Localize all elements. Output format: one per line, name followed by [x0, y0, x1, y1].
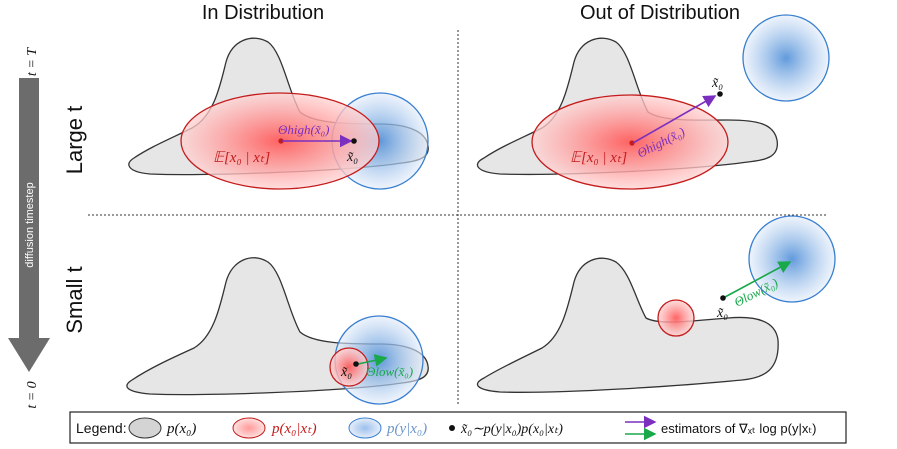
theta-low-arrow [724, 261, 792, 298]
theta-high-label: Θhigh(x̃₀) [278, 122, 329, 137]
posterior-circle [329, 347, 369, 387]
legend-likelihood-swatch [348, 417, 382, 439]
sample-point [353, 361, 359, 367]
legend-sample-label: x̃₀∼p(y|x₀)p(x₀|xₜ) [460, 422, 563, 437]
legend: Legend: p(x₀) p(x₀|xₜ) p(y|x₀) x̃₀∼p(y|x… [69, 411, 847, 444]
legend-data-distribution-label: p(x₀) [166, 421, 196, 437]
legend-likelihood-label: p(y|x₀) [386, 421, 427, 437]
diffusion-timestep-label: diffusion timestep [24, 182, 36, 267]
expectation-point [278, 138, 284, 144]
legend-data-distribution-swatch [128, 417, 162, 439]
panel-out-dist-large-t: 𝔼[x₀ | xₜ] Θhigh(x̃₀) x̃₀ [476, 14, 830, 190]
legend-posterior-swatch [232, 417, 266, 439]
legend-box [69, 411, 847, 444]
theta-high-arrow [632, 95, 717, 144]
posterior-circle [657, 299, 695, 337]
row-label-small-t: Small t [62, 266, 87, 333]
panel-out-dist-small-t: x̃₀ Θlow(x̃₀) [476, 215, 836, 393]
sample-label: x̃₀ [340, 365, 352, 380]
likelihood-circle [748, 215, 836, 303]
sample-point [351, 138, 357, 144]
legend-title: Legend: [76, 420, 127, 436]
time-top-label: t = T [25, 47, 40, 76]
sample-label: x̃₀ [346, 150, 358, 165]
header-out-of-distribution: Out of Distribution [580, 2, 740, 24]
legend-sample-dot [449, 425, 455, 431]
expectation-point [629, 140, 635, 146]
panel-in-dist-large-t: 𝔼[x₀ | xₜ] Θhigh(x̃₀) x̃₀ [128, 37, 429, 190]
theta-low-arrow [357, 354, 388, 367]
expectation-label: 𝔼[x₀ | xₜ] [570, 150, 627, 166]
legend-estimators-label: estimators of ∇ₓₜ log p(y|xₜ) [661, 421, 817, 436]
data-distribution-shape [476, 257, 779, 393]
theta-low-label: Θlow(x̃₀) [366, 364, 413, 379]
sample-point [720, 295, 726, 301]
time-bottom-label: t = 0 [25, 381, 40, 408]
likelihood-circle [742, 14, 830, 102]
sample-label: x̃₀ [716, 306, 728, 321]
sample-label: x̃₀ [711, 76, 723, 91]
diffusion-timestep-arrow: diffusion timestep [8, 78, 50, 372]
panel-in-dist-small-t: x̃₀ Θlow(x̃₀) [126, 257, 429, 405]
sample-point [717, 91, 723, 97]
header-in-distribution: In Distribution [202, 2, 324, 24]
expectation-label: 𝔼[x₀ | xₜ] [213, 150, 270, 166]
row-label-large-t: Large t [62, 106, 87, 175]
legend-posterior-label: p(x₀|xₜ) [271, 421, 317, 437]
